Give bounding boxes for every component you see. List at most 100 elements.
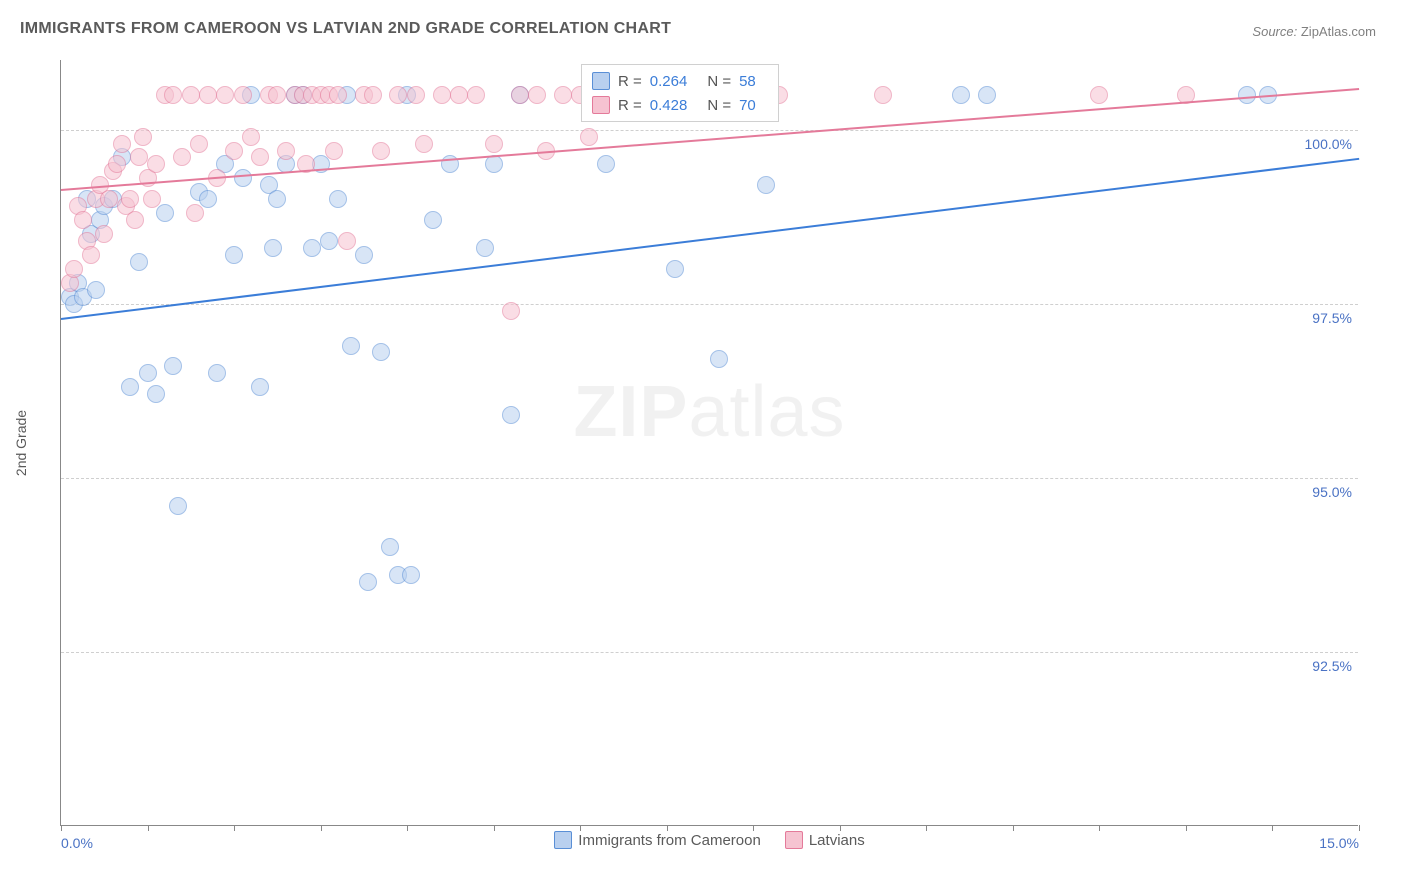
scatter-point (402, 566, 420, 584)
scatter-point (121, 190, 139, 208)
scatter-point (502, 302, 520, 320)
scatter-point (156, 204, 174, 222)
scatter-point (381, 538, 399, 556)
scatter-point (338, 232, 356, 250)
scatter-point (1090, 86, 1108, 104)
legend-swatch (785, 831, 803, 849)
scatter-point (1238, 86, 1256, 104)
scatter-point (407, 86, 425, 104)
y-tick-label: 97.5% (1312, 310, 1352, 326)
scatter-point (225, 246, 243, 264)
scatter-point (467, 86, 485, 104)
legend-swatch (554, 831, 572, 849)
scatter-point (130, 148, 148, 166)
watermark-bold: ZIP (573, 372, 688, 452)
scatter-point (528, 86, 546, 104)
x-tick (148, 825, 149, 831)
source-attribution: Source: ZipAtlas.com (1252, 24, 1376, 39)
x-tick-label: 0.0% (61, 835, 93, 851)
scatter-point (320, 232, 338, 250)
scatter-point (208, 364, 226, 382)
legend-r-value: 0.428 (650, 97, 688, 114)
x-tick (1013, 825, 1014, 831)
scatter-point (199, 86, 217, 104)
scatter-point (264, 239, 282, 257)
correlation-legend: R =0.264N =58R =0.428N =70 (581, 64, 779, 122)
scatter-point (130, 253, 148, 271)
x-tick (1186, 825, 1187, 831)
scatter-point (182, 86, 200, 104)
scatter-point (190, 135, 208, 153)
gridline (61, 652, 1358, 653)
series-legend: Immigrants from Cameroon Latvians (61, 831, 1358, 853)
scatter-point (433, 86, 451, 104)
plot-area: 2nd Grade ZIPatlas R =0.264N =58R =0.428… (60, 60, 1358, 826)
scatter-point (164, 357, 182, 375)
legend-swatch (592, 96, 610, 114)
x-tick (840, 825, 841, 831)
scatter-point (95, 225, 113, 243)
watermark-light: atlas (688, 372, 845, 452)
scatter-point (173, 148, 191, 166)
legend-label: Latvians (809, 832, 865, 849)
watermark: ZIPatlas (573, 371, 845, 453)
x-tick (753, 825, 754, 831)
scatter-point (143, 190, 161, 208)
legend-r-label: R = (618, 73, 642, 90)
scatter-point (121, 378, 139, 396)
scatter-point (234, 169, 252, 187)
legend-r-label: R = (618, 97, 642, 114)
scatter-point (108, 155, 126, 173)
legend-r-value: 0.264 (650, 73, 688, 90)
x-tick-label: 15.0% (1319, 835, 1359, 851)
chart-title: IMMIGRANTS FROM CAMEROON VS LATVIAN 2ND … (20, 20, 671, 38)
scatter-point (186, 204, 204, 222)
scatter-point (225, 142, 243, 160)
scatter-point (199, 190, 217, 208)
y-tick-label: 92.5% (1312, 658, 1352, 674)
scatter-point (251, 378, 269, 396)
x-tick (667, 825, 668, 831)
scatter-point (485, 155, 503, 173)
scatter-point (364, 86, 382, 104)
x-tick (407, 825, 408, 831)
x-tick (1359, 825, 1360, 831)
scatter-point (359, 573, 377, 591)
scatter-point (147, 155, 165, 173)
scatter-point (65, 260, 83, 278)
scatter-point (126, 211, 144, 229)
x-tick (61, 825, 62, 831)
gridline (61, 304, 1358, 305)
scatter-point (329, 190, 347, 208)
x-tick (234, 825, 235, 831)
source-label: Source: (1252, 24, 1297, 39)
legend-n-label: N = (707, 97, 731, 114)
y-axis-label: 2nd Grade (13, 409, 29, 475)
legend-n-label: N = (707, 73, 731, 90)
y-tick-label: 95.0% (1312, 484, 1352, 500)
scatter-point (82, 246, 100, 264)
x-tick (580, 825, 581, 831)
scatter-point (450, 86, 468, 104)
y-tick-label: 100.0% (1305, 136, 1352, 152)
scatter-point (355, 246, 373, 264)
x-tick (926, 825, 927, 831)
scatter-point (874, 86, 892, 104)
scatter-point (234, 86, 252, 104)
scatter-point (502, 406, 520, 424)
legend-label: Immigrants from Cameroon (578, 832, 761, 849)
scatter-point (580, 128, 598, 146)
scatter-point (134, 128, 152, 146)
scatter-point (485, 135, 503, 153)
legend-row: R =0.264N =58 (592, 69, 768, 93)
scatter-point (476, 239, 494, 257)
scatter-point (372, 142, 390, 160)
scatter-point (147, 385, 165, 403)
scatter-point (710, 350, 728, 368)
scatter-point (87, 281, 105, 299)
scatter-point (389, 86, 407, 104)
scatter-point (164, 86, 182, 104)
legend-n-value: 70 (739, 97, 756, 114)
scatter-point (268, 190, 286, 208)
scatter-point (597, 155, 615, 173)
